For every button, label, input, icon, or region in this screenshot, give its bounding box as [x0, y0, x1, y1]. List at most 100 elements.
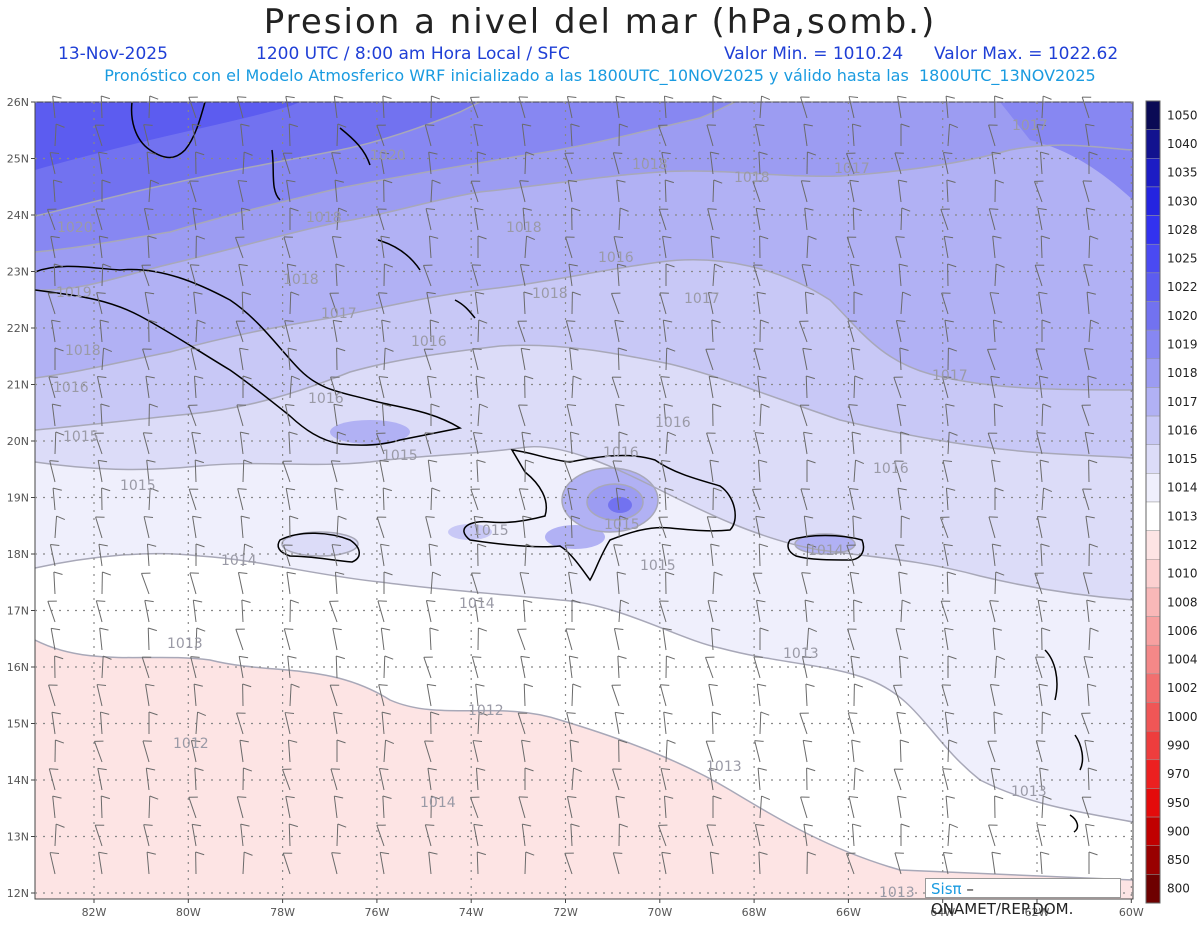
wind-barb — [900, 515, 911, 539]
wind-barb — [193, 375, 204, 399]
wind-barb — [848, 96, 859, 119]
wind-barb — [99, 319, 109, 343]
lat-tick-label: 20N — [7, 435, 29, 448]
wind-barb — [849, 571, 860, 595]
wind-barb — [51, 319, 61, 343]
wind-barb — [474, 207, 484, 231]
wind-barb — [473, 823, 483, 847]
wind-barb — [853, 683, 864, 707]
wind-barb — [661, 151, 671, 175]
bahamas-isle-1 — [271, 149, 281, 201]
wind-barb — [895, 236, 905, 259]
wind-barb — [101, 263, 112, 287]
wind-barb — [428, 851, 438, 875]
wind-barb — [332, 319, 343, 343]
wind-barb — [564, 544, 575, 567]
wind-barb — [945, 795, 955, 819]
wind-barb — [992, 235, 1002, 259]
wind-barb — [712, 403, 722, 427]
wind-barb — [570, 515, 580, 539]
wind-barb — [474, 599, 484, 623]
wind-barb — [381, 403, 392, 427]
wind-barb — [759, 711, 770, 735]
wind-barb — [900, 207, 911, 231]
wind-barb — [52, 795, 62, 819]
colorbar-swatch — [1145, 730, 1161, 761]
isobar-label: 1013 — [167, 636, 203, 652]
wind-barb — [941, 376, 952, 399]
wind-barb — [618, 823, 629, 847]
wind-barb — [940, 600, 951, 623]
wind-barb — [524, 375, 534, 399]
wind-barb — [188, 404, 198, 427]
lat-tick-label: 25N — [7, 153, 29, 166]
wind-barb — [757, 459, 768, 483]
wind-barb — [564, 460, 574, 483]
wind-barb — [287, 655, 297, 679]
wind-barb — [708, 375, 719, 399]
wind-barb — [848, 796, 859, 819]
isobar-label: 1016 — [603, 445, 639, 461]
wind-barb — [900, 123, 910, 146]
wind-barb — [1038, 683, 1048, 707]
wind-barb — [287, 739, 298, 763]
credit-box: Sisπ – ONAMET/REP.DOM. — [925, 878, 1121, 918]
wind-barb — [143, 124, 153, 147]
wind-barb — [284, 320, 294, 343]
wind-barb — [147, 235, 157, 259]
wind-barb — [1036, 124, 1047, 147]
wind-barb — [1081, 712, 1091, 735]
wind-barb — [147, 627, 157, 651]
isobar-label: 1012 — [173, 736, 209, 752]
jamaica-coast — [277, 532, 360, 563]
colorbar-swatch — [1145, 845, 1161, 875]
hispaniola-coast — [463, 449, 736, 582]
wind-barb — [284, 712, 295, 735]
wind-barb — [941, 684, 951, 707]
wind-barb — [289, 375, 301, 399]
wind-barb — [848, 404, 858, 427]
wind-barb — [50, 235, 60, 259]
wind-barb — [193, 291, 203, 315]
wind-barb — [377, 600, 387, 623]
wind-barb — [190, 656, 200, 679]
isobar-label: 1015 — [120, 478, 156, 494]
wind-barb — [148, 711, 158, 734]
wind-barb — [894, 852, 904, 875]
isobar-label: 1018 — [532, 286, 568, 302]
wind-barb — [520, 655, 530, 679]
wind-barb — [146, 851, 156, 875]
wind-barb — [471, 572, 481, 595]
wind-barb — [753, 348, 764, 371]
wind-barb — [470, 180, 481, 203]
wind-barb — [329, 600, 339, 623]
lat-tick-label: 14N — [7, 774, 29, 787]
wind-barb — [800, 180, 811, 203]
wind-barb — [611, 684, 621, 707]
colorbar-label: 1035 — [1167, 166, 1198, 180]
wind-barb — [942, 151, 953, 175]
wind-barb — [376, 824, 386, 847]
wind-barb — [614, 711, 625, 735]
wind-barb — [1038, 291, 1048, 315]
credit-org: – ONAMET/REP.DOM. — [931, 880, 1074, 918]
wind-barb — [663, 795, 674, 819]
isobar-label: 1015 — [63, 429, 99, 445]
wind-barb — [994, 571, 1005, 595]
wind-barb — [146, 459, 156, 483]
wind-barb — [1041, 627, 1051, 651]
wind-barb — [989, 292, 1000, 315]
wind-barb — [376, 432, 386, 455]
wind-barb — [195, 235, 206, 259]
wind-barb — [283, 236, 293, 259]
wind-barb — [242, 459, 253, 483]
wind-barb — [284, 403, 295, 427]
colorbar-label: 970 — [1167, 767, 1190, 781]
wind-barb — [378, 376, 389, 399]
colorbar-label: 1022 — [1167, 280, 1198, 294]
wind-barb — [382, 795, 392, 819]
wind-barb — [988, 824, 998, 847]
wind-barb — [565, 628, 575, 651]
wind-barb — [992, 319, 1003, 343]
wind-barb — [376, 124, 386, 147]
